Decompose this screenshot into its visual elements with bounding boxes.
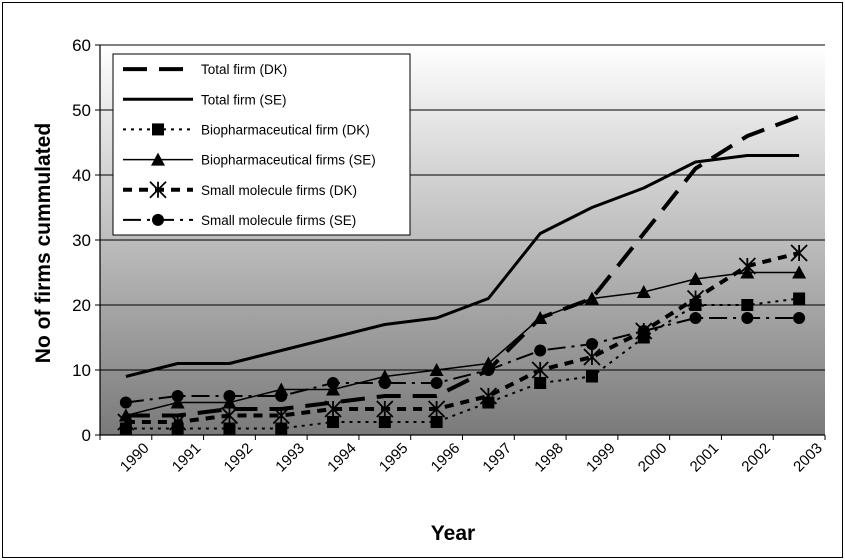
data-point (533, 311, 548, 324)
legend: Total firm (DK) Total firm (SE) Biopharmac… (112, 53, 411, 236)
legend-item: Biopharmaceutical firm (DK) (123, 122, 370, 137)
data-point (430, 416, 443, 428)
x-tick-label: 1993 (272, 440, 308, 476)
x-axis-title: Year (431, 522, 475, 545)
data-point (686, 289, 705, 308)
y-axis-title: No of firms cummulated (32, 123, 55, 363)
x-tick-label: 1992 (221, 440, 257, 476)
x-tick-label: 1996 (428, 440, 464, 476)
legend-item: Small molecule firms (DK) (123, 181, 357, 199)
x-tick-label: 1994 (324, 440, 360, 476)
y-tick-label: 60 (72, 36, 91, 55)
series-line (125, 271, 800, 417)
y-tick-label: 40 (72, 166, 91, 185)
x-tick-label: 1998 (531, 440, 567, 476)
series-line (125, 154, 800, 378)
legend-label: Small molecule firms (DK) (201, 183, 357, 198)
x-tick-label: 1995 (376, 440, 412, 476)
series-line (125, 114, 800, 418)
legend-item: Total firm (SE) (123, 92, 287, 107)
legend-label: Total firm (SE) (201, 92, 287, 107)
data-point (223, 390, 236, 402)
data-point (430, 377, 443, 389)
data-point (171, 390, 184, 402)
data-point (220, 406, 239, 425)
data-point (534, 377, 547, 389)
x-tick-label: 2003 (790, 440, 826, 476)
x-tick-label: 2001 (687, 440, 723, 476)
legend-label: Biopharmaceutical firms (SE) (201, 153, 376, 168)
series-line (125, 297, 800, 430)
data-point (272, 406, 290, 425)
data-point (479, 387, 498, 405)
data-point (378, 416, 391, 428)
y-tick-label: 0 (82, 426, 91, 445)
y-tick-label: 10 (72, 361, 91, 380)
data-point (585, 338, 598, 350)
data-point (376, 400, 394, 418)
data-point (793, 312, 806, 324)
data-point (738, 257, 756, 275)
data-point (792, 265, 807, 279)
data-point (793, 292, 806, 305)
data-point (790, 244, 808, 262)
legend-label: Small molecule firms (SE) (201, 213, 356, 228)
data-point (275, 390, 288, 402)
x-tick-label: 2002 (738, 440, 774, 476)
x-tick-label: 1991 (169, 440, 205, 476)
x-tick-label: 2000 (635, 440, 671, 476)
data-point (482, 364, 495, 376)
data-point (637, 325, 650, 337)
data-point (378, 377, 391, 389)
data-point (169, 413, 187, 431)
legend-item: Biopharmaceutical firms (SE) (123, 152, 376, 168)
legend-label: Biopharmaceutical firm (DK) (201, 122, 370, 137)
data-point (583, 348, 601, 366)
data-point (149, 181, 167, 199)
data-point (534, 344, 547, 357)
data-point (327, 416, 340, 428)
data-point (531, 361, 549, 379)
data-point (152, 123, 164, 136)
data-point (119, 396, 132, 409)
data-point (324, 400, 342, 418)
series-2 (125, 154, 800, 378)
data-point (636, 285, 651, 298)
data-point (327, 377, 340, 389)
legend-label: Total firm (DK) (201, 62, 287, 77)
x-tick-label: 1990 (117, 440, 153, 476)
series-line (125, 317, 800, 404)
series-1 (125, 114, 800, 418)
data-point (275, 422, 288, 435)
y-tick-label: 30 (72, 231, 91, 250)
legend-item: Small molecule firms (SE) (123, 213, 356, 228)
data-point (688, 272, 703, 285)
data-point (429, 363, 444, 376)
data-point (223, 422, 236, 435)
data-point (741, 299, 754, 311)
data-point (151, 152, 165, 166)
legend-box (112, 53, 411, 236)
series-6 (119, 312, 806, 409)
data-point (741, 312, 754, 324)
series-5 (117, 244, 808, 431)
data-point (585, 370, 598, 383)
x-tick-label: 1997 (479, 440, 515, 476)
y-tick-label: 50 (72, 101, 91, 120)
data-point (117, 413, 135, 431)
data-point (584, 291, 599, 305)
data-point (152, 213, 164, 226)
legend-item: Total firm (DK) (123, 62, 287, 77)
data-point (427, 400, 446, 418)
y-tick-label: 20 (72, 296, 91, 315)
series-line (125, 251, 800, 424)
data-point (689, 312, 702, 324)
x-tick-label: 1999 (583, 440, 619, 476)
